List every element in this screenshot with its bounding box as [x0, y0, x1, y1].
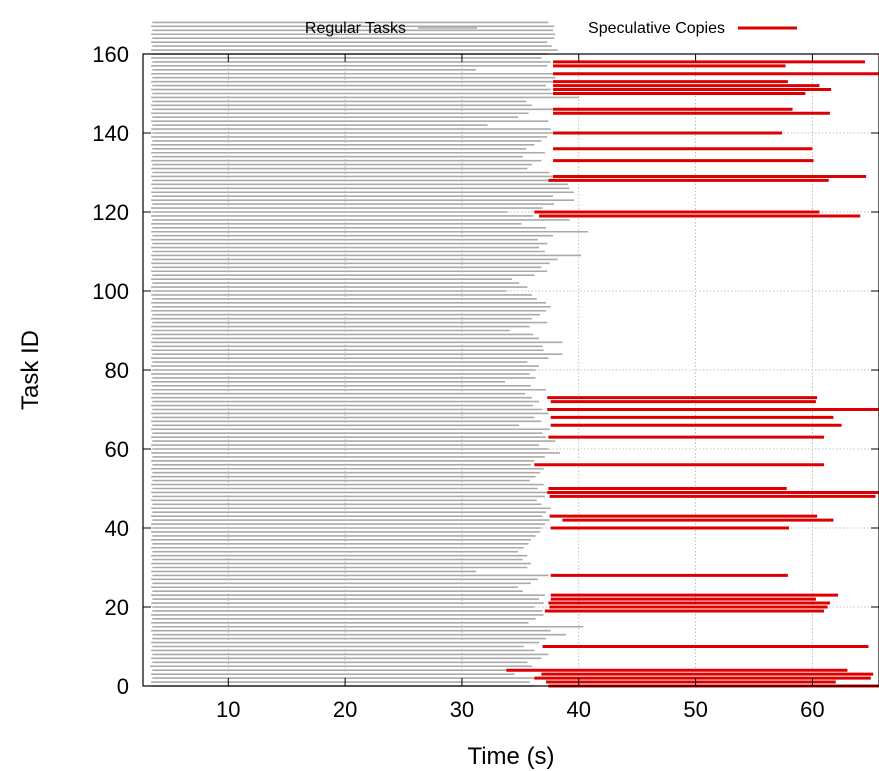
x-tick-label-40: 40	[567, 697, 591, 722]
legend: Regular Tasks Speculative Copies	[305, 20, 797, 37]
axis-ticks: 10 20 30 40 50 60 0 20 40 60 80 100 120 140 160	[92, 42, 879, 722]
x-tick-label-30: 30	[450, 697, 474, 722]
legend-label-speculative: Speculative Copies	[588, 20, 725, 37]
x-tick-label-20: 20	[333, 697, 357, 722]
x-axis-title: Time (s)	[467, 743, 554, 770]
y-tick-label-100: 100	[92, 279, 129, 304]
y-tick-label-0: 0	[117, 674, 129, 699]
legend-label-regular: Regular Tasks	[305, 20, 406, 37]
x-tick-label-60: 60	[800, 697, 824, 722]
y-axis-title: Task ID	[17, 330, 44, 410]
speculative-copy-bars	[506, 60, 879, 688]
y-tick-label-80: 80	[105, 358, 129, 383]
y-tick-label-160: 160	[92, 42, 129, 67]
y-tick-label-60: 60	[105, 437, 129, 462]
y-tick-label-120: 120	[92, 200, 129, 225]
y-tick-label-40: 40	[105, 516, 129, 541]
x-tick-label-10: 10	[216, 697, 240, 722]
x-tick-label-50: 50	[683, 697, 707, 722]
regular-task-bars	[150, 21, 589, 687]
y-tick-label-20: 20	[105, 595, 129, 620]
y-tick-label-140: 140	[92, 121, 129, 146]
